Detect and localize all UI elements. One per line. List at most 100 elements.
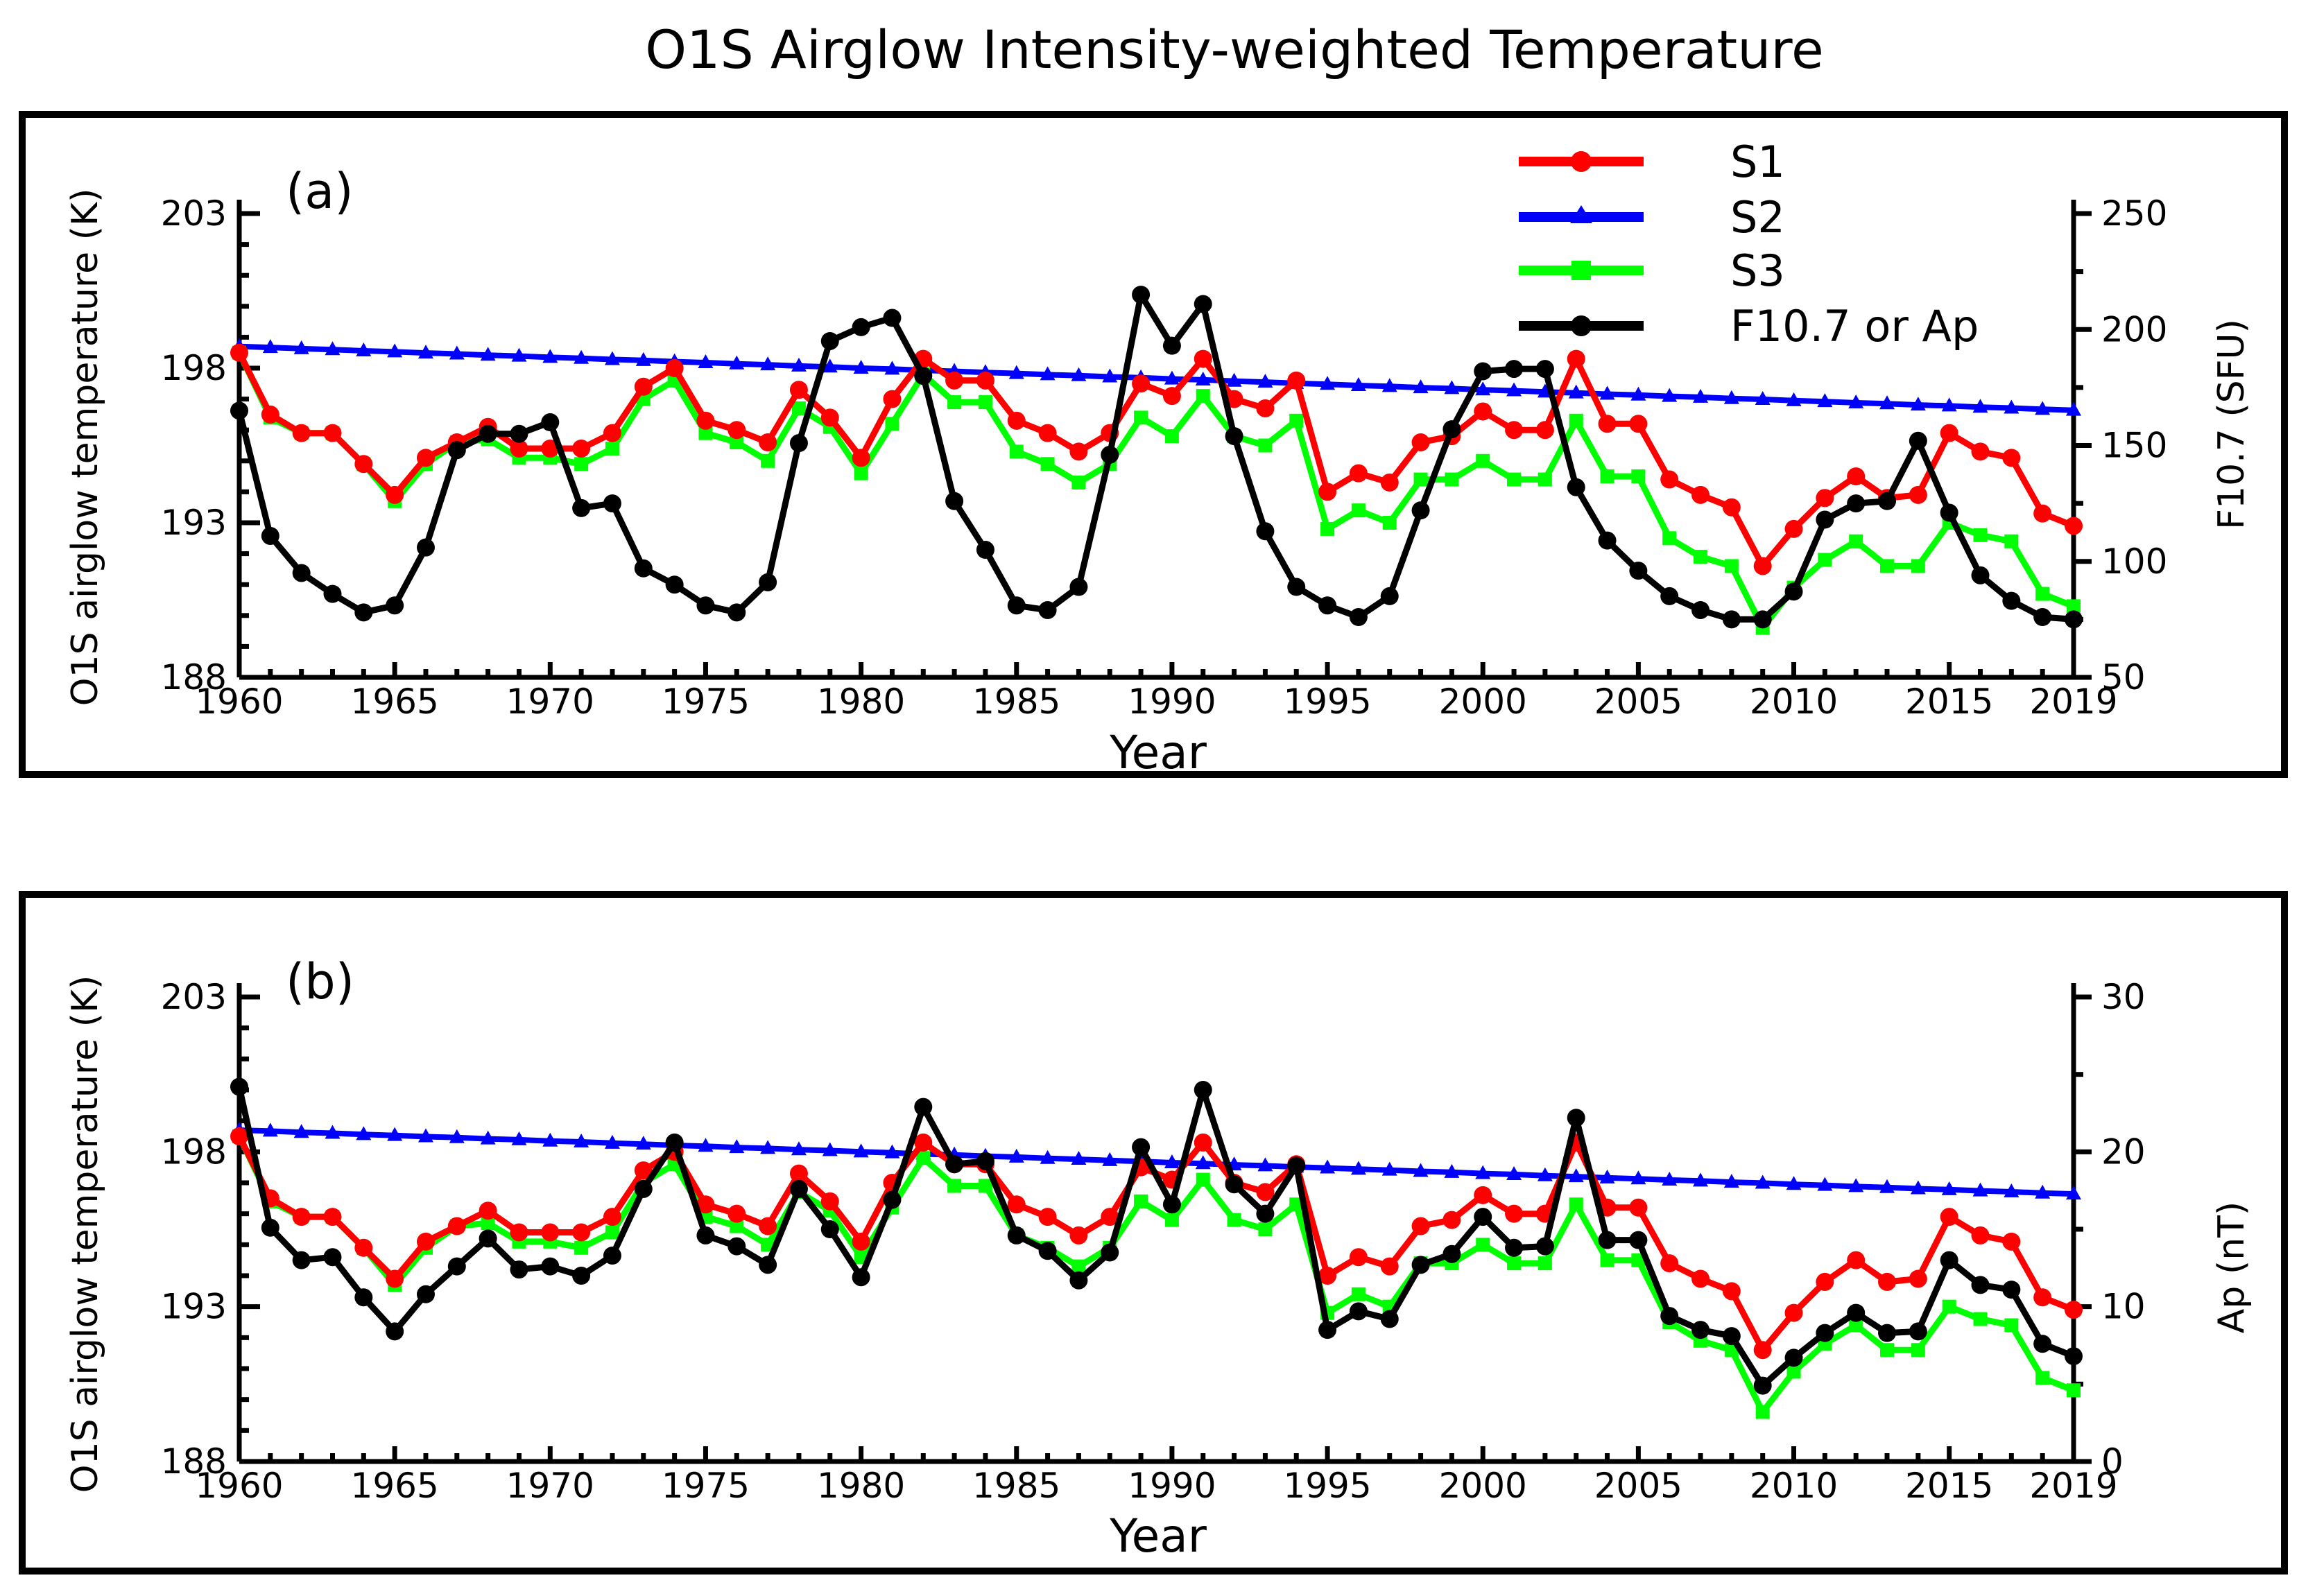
panel-a-s3-point [1258, 438, 1273, 453]
panel-a-s2-point [387, 343, 403, 358]
panel-b-y-tick-label: 193 [161, 1287, 227, 1327]
panel-a-s1-point [759, 433, 777, 452]
panel-a-s3-point [1040, 457, 1055, 471]
panel-a-x-tick-label: 1980 [817, 682, 905, 722]
panel-b-black-point [914, 1098, 933, 1116]
panel-a-s3-point [605, 441, 619, 456]
panel-a-series-s2-line [239, 343, 2074, 413]
panel-a-black-point [727, 603, 746, 622]
panel-a-s1-point [261, 405, 279, 424]
panel-b-s1-point [696, 1195, 715, 1214]
legend-label-s1: S1 [1730, 137, 1785, 187]
panel-b-s1-point [1505, 1204, 1524, 1223]
panel-b-s1-point [1256, 1183, 1275, 1202]
panel-b-s2-point [511, 1131, 527, 1145]
panel-b-s2-point [1786, 1176, 1802, 1190]
panel-a-x-tick-label: 2019 [2029, 682, 2117, 722]
panel-b-s1-point [603, 1208, 621, 1226]
panel-a-x-tick-label: 1990 [1128, 682, 1216, 722]
panel-b-s2-point [1040, 1150, 1056, 1164]
panel-b-s1-point [1909, 1269, 1927, 1288]
panel-a-black-point [354, 603, 373, 622]
panel-b-s3-point [1476, 1238, 1490, 1252]
panel-a-s3-point [1911, 559, 1925, 573]
panel-b-s3-point [605, 1225, 619, 1240]
panel-b-s2-point [2035, 1184, 2051, 1199]
panel-a-frame [19, 111, 2288, 778]
panel-a-s1-point [634, 377, 653, 396]
panel-a-black-point [479, 424, 497, 443]
panel-a-y2-tick-label: 200 [2101, 309, 2167, 349]
panel-b-s3-point [481, 1216, 495, 1231]
panel-a-black-point [696, 596, 715, 615]
panel-b-s2-point [760, 1140, 776, 1154]
panel-a-x-tick-label: 2010 [1750, 682, 1838, 722]
panel-b-s2-point [884, 1144, 900, 1159]
legend-marker-s2 [1570, 205, 1592, 223]
panel-b-black-point [354, 1288, 373, 1307]
panel-b-s1-point [230, 1127, 248, 1145]
panel-a-s1-point [2033, 504, 2052, 523]
panel-a-black-point [572, 498, 591, 517]
legend-item-s2: S2 [1519, 192, 1785, 243]
panel-b-s3-point [1600, 1253, 1614, 1267]
panel-a-black-point [759, 573, 777, 591]
panel-b-black-point [2033, 1335, 2052, 1353]
panel-b-s2-point [449, 1129, 465, 1143]
panel-b-y2-tick-label: 20 [2101, 1131, 2146, 1172]
panel-a-s3-point [1538, 472, 1552, 487]
panel-b-s3-point [1507, 1256, 1522, 1271]
panel-b-black-point [820, 1220, 839, 1238]
panel-b-s2-point [293, 1124, 309, 1138]
panel-a-s1-point [1691, 485, 1710, 504]
panel-a-y-tick-label: 203 [161, 193, 227, 234]
legend-label-s3: S3 [1730, 245, 1785, 296]
panel-b-xlabel: Year [1109, 1509, 1207, 1563]
panel-b-s1-point [1007, 1195, 1026, 1214]
panel-a-s2-point [604, 351, 620, 365]
panel-a-black-point [665, 575, 684, 594]
panel-b-black-point [1505, 1238, 1524, 1257]
panel-a-s2-point [480, 347, 496, 361]
panel-b-black-point [541, 1257, 560, 1276]
panel-a-black-point [1971, 566, 1990, 584]
panel-b-s1-point [1847, 1251, 1866, 1269]
panel-b-s2-point [729, 1139, 745, 1154]
panel-b-s3-point [1134, 1194, 1148, 1208]
panel-b-x-tick-label: 1985 [972, 1466, 1060, 1506]
panel-a-s1-point [1598, 415, 1617, 433]
panel-b-s2-point [1817, 1177, 1833, 1191]
panel-a-black-point [1909, 431, 1927, 450]
panel-a-s3-point [730, 435, 744, 450]
panel-b-s3-point [2004, 1318, 2019, 1333]
panel-a-x-tick-label: 1970 [506, 682, 594, 722]
panel-a-black-point [945, 492, 964, 510]
panel-b-s2-point [1413, 1163, 1429, 1177]
panel-a-black-point [261, 526, 279, 545]
panel-a-s3-point [1694, 550, 1708, 564]
panel-a-s3-point [2067, 599, 2081, 614]
panel-b-s1-point [914, 1133, 933, 1152]
panel-a-plot: 1960 1965 1970 1975 1980 1985 1990 1995 2000 2005… [161, 193, 2168, 722]
panel-b-y-tick-label: 188 [161, 1441, 227, 1482]
panel-a: (a) O1S airglow temperature (K) F10.7 (S… [19, 111, 2288, 779]
panel-a-black-point [1940, 503, 1958, 522]
chart-title: O1S Airglow Intensity-weighted Temperatu… [645, 19, 1823, 80]
panel-a-black-point [1380, 587, 1399, 605]
panel-a-s1-point [354, 455, 373, 474]
panel-b-s3-point [1538, 1256, 1552, 1271]
panel-b-s1-point [1442, 1211, 1461, 1229]
panel-a-s1-point [1038, 424, 1057, 442]
panel-a-s1-point [696, 411, 715, 430]
panel-a-s1-point [1256, 399, 1275, 417]
panel-a-s2-point [1506, 382, 1522, 397]
panel-a-black-point [292, 564, 311, 582]
panel-b-y-tick-label: 203 [161, 977, 227, 1017]
panel-b-s2-point [1662, 1171, 1678, 1186]
panel-b-x-tick-label: 2015 [1905, 1466, 1993, 1506]
panel-a-s3-point [1009, 444, 1024, 459]
panel-b-black-point [634, 1179, 653, 1198]
panel-b-s3-point [1289, 1197, 1304, 1212]
panel-a-s1-point [1007, 411, 1026, 430]
panel-a-s2-point [417, 345, 433, 359]
